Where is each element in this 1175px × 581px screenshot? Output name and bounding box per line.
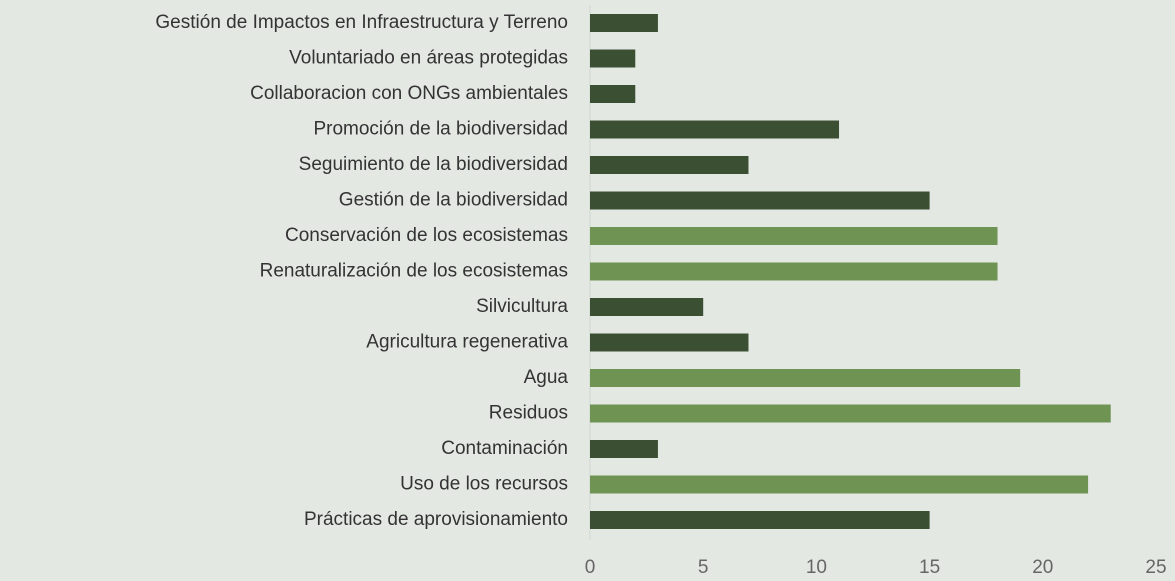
bar — [590, 156, 749, 174]
y-tick-label: Agricultura regenerativa — [366, 332, 568, 353]
bar — [590, 120, 840, 139]
y-tick-label: Prácticas de aprovisionamiento — [304, 509, 568, 530]
x-tick-label: 10 — [806, 557, 827, 578]
y-tick-label: Agua — [524, 367, 569, 388]
y-tick-label: Conservación de los ecosistemas — [285, 225, 568, 246]
bar — [590, 85, 636, 103]
y-tick-label: Gestión de la biodiversidad — [339, 190, 568, 211]
y-tick-label: Seguimiento de la biodiversidad — [299, 154, 568, 175]
x-tick-label: 25 — [1145, 557, 1166, 578]
bar — [590, 404, 1111, 423]
x-tick-label: 5 — [698, 557, 709, 578]
bar — [590, 262, 998, 281]
bar — [590, 49, 636, 68]
y-tick-label: Residuos — [489, 403, 568, 424]
y-tick-label: Renaturalización de los ecosistemas — [260, 261, 568, 282]
y-tick-label: Voluntariado en áreas protegidas — [289, 48, 568, 69]
y-tick-label: Collaboracion con ONGs ambientales — [250, 83, 568, 104]
bar — [590, 227, 998, 245]
x-tick-label: 20 — [1032, 557, 1053, 578]
bar — [590, 298, 704, 316]
bar — [590, 511, 930, 529]
x-tick-label: 0 — [585, 557, 596, 578]
bar — [590, 191, 930, 210]
bar — [590, 369, 1021, 387]
y-tick-label: Promoción de la biodiversidad — [313, 119, 568, 140]
y-tick-label: Silvicultura — [476, 296, 568, 317]
bar — [590, 475, 1089, 494]
y-tick-label: Uso de los recursos — [400, 474, 568, 495]
y-tick-label: Contaminación — [441, 438, 568, 459]
bar — [590, 440, 658, 458]
bar — [590, 14, 658, 32]
bar — [590, 333, 749, 352]
x-tick-label: 15 — [919, 557, 940, 578]
y-tick-label: Gestión de Impactos en Infraestructura y… — [155, 12, 568, 33]
